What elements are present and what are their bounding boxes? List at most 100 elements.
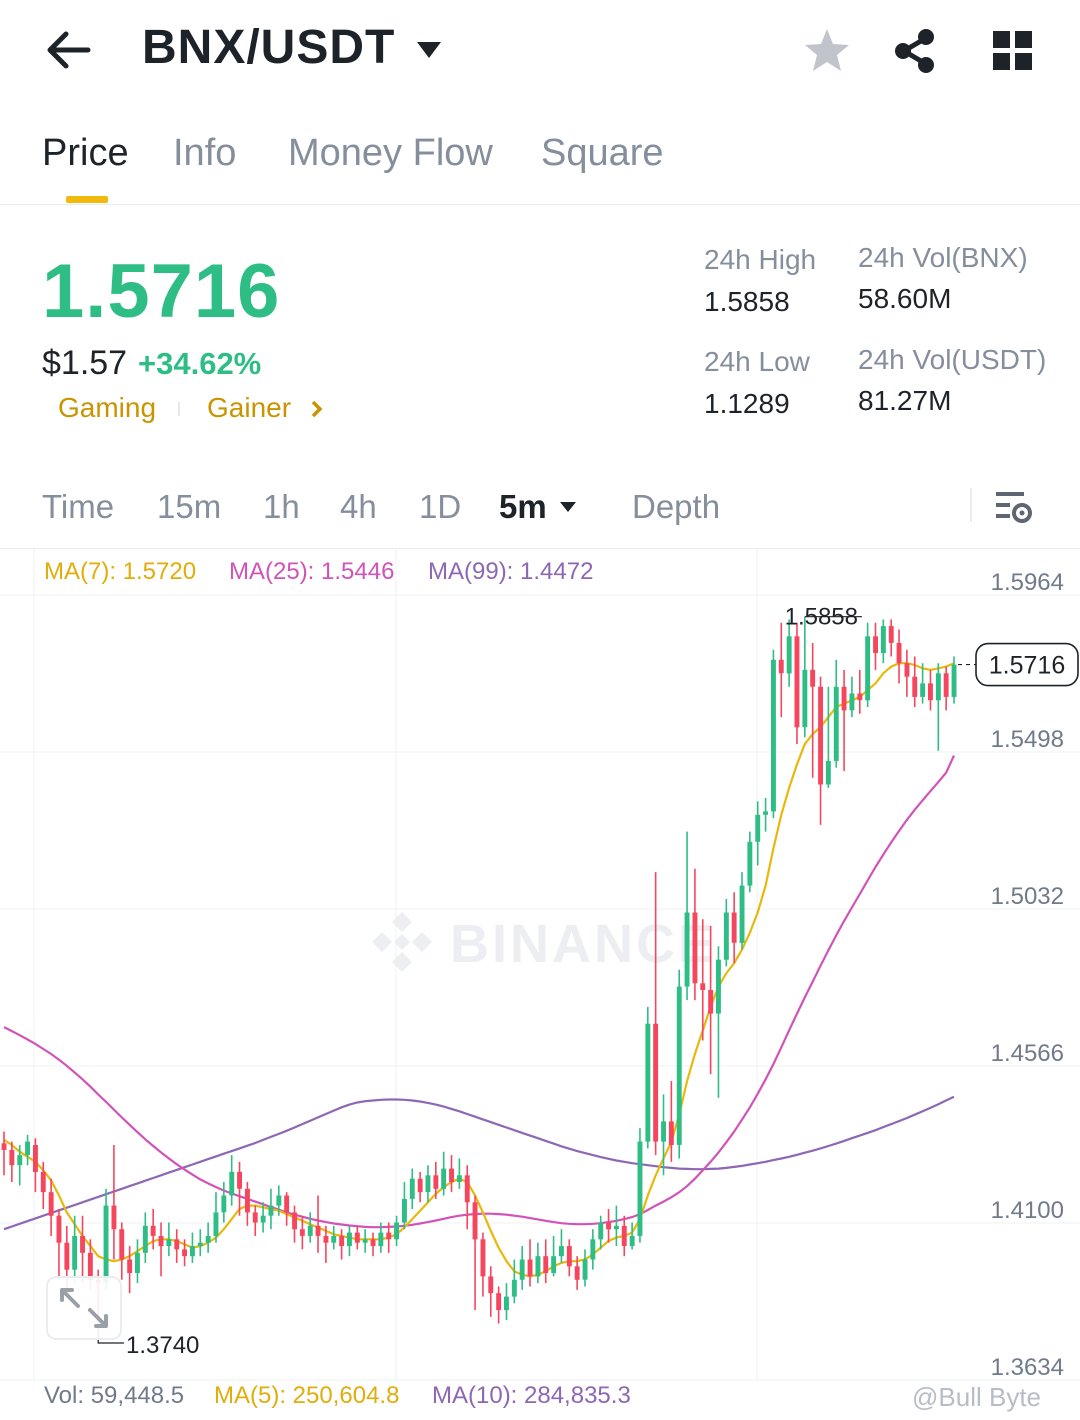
top-bar: BNX/USDT xyxy=(0,0,1080,100)
candlestick-chart[interactable]: BINANCE 1.59641.54981.50321.45661.41001.… xyxy=(0,549,1080,1420)
chart-settings-button[interactable] xyxy=(992,486,1034,528)
candle-up xyxy=(535,1256,541,1277)
candle-down xyxy=(315,1225,321,1236)
candle-up xyxy=(582,1259,588,1280)
usd-price: $1.57 xyxy=(42,344,128,382)
volume-ma5-legend: MA(5): 250,604.8 xyxy=(214,1382,400,1409)
tab-info[interactable]: Info xyxy=(173,132,237,174)
candle-down xyxy=(794,636,800,728)
candle-up xyxy=(825,760,831,785)
candle-up xyxy=(865,636,871,701)
tab-price[interactable]: Price xyxy=(42,132,129,174)
candles xyxy=(1,616,957,1331)
binance-logo-icon xyxy=(372,912,432,972)
candle-up xyxy=(684,912,690,987)
candle-up xyxy=(72,1236,78,1270)
interval-1d[interactable]: 1D xyxy=(419,488,462,525)
candle-down xyxy=(87,1252,93,1280)
candle-down xyxy=(480,1239,486,1277)
candle-up xyxy=(229,1171,235,1196)
y-axis-tick-label: 1.5032 xyxy=(991,883,1064,910)
expand-icon xyxy=(60,1288,108,1328)
candle-down xyxy=(708,990,714,1014)
candle-down xyxy=(48,1192,54,1216)
candle-up xyxy=(590,1239,596,1260)
interval-15m[interactable]: 15m xyxy=(157,488,222,525)
share-button[interactable] xyxy=(888,24,942,78)
candle-down xyxy=(621,1225,627,1246)
candle-up xyxy=(103,1205,109,1284)
y-axis-tick-label: 1.5498 xyxy=(991,726,1064,753)
candle-down xyxy=(370,1239,376,1246)
candle-down xyxy=(111,1205,117,1230)
candle-up xyxy=(331,1236,337,1243)
back-button[interactable] xyxy=(40,22,104,78)
price-markers: 1.5858 1.3740 1.5716 xyxy=(97,604,1079,1359)
favorite-button[interactable] xyxy=(800,24,854,78)
candle-up xyxy=(786,636,792,674)
candle-up xyxy=(402,1198,407,1223)
candle-up xyxy=(598,1222,604,1240)
more-menu-button[interactable] xyxy=(986,24,1040,78)
candle-up xyxy=(716,959,721,1014)
tag-separator xyxy=(178,402,180,416)
y-axis-tick-label: 1.4566 xyxy=(991,1040,1064,1067)
chevron-right-icon[interactable] xyxy=(308,398,326,420)
candle-up xyxy=(205,1236,211,1243)
last-price: 1.5716 xyxy=(42,249,281,334)
candle-up xyxy=(197,1242,203,1247)
candle-down xyxy=(80,1236,85,1253)
tab-depth[interactable]: Depth xyxy=(632,488,721,525)
interval-1h[interactable]: 1h xyxy=(263,488,300,525)
candle-up xyxy=(276,1195,282,1206)
candle-up xyxy=(880,626,886,654)
candle-up xyxy=(645,1023,651,1142)
candle-up xyxy=(747,841,753,886)
stat-24h-high-value: 1.5858 xyxy=(704,286,790,317)
interval-dropdown-caret-icon[interactable] xyxy=(558,500,578,514)
low-marker-label: 1.3740 xyxy=(126,1332,199,1359)
interval-time[interactable]: Time xyxy=(42,488,115,525)
candle-up xyxy=(511,1279,517,1297)
trading-pair-title[interactable]: BNX/USDT xyxy=(142,21,396,74)
candle-down xyxy=(158,1236,164,1247)
candle-down xyxy=(928,683,933,701)
tab-square[interactable]: Square xyxy=(541,132,664,174)
candle-down xyxy=(1,1143,7,1150)
candle-down xyxy=(841,686,847,711)
candle-up xyxy=(802,669,808,728)
pair-dropdown-caret-icon[interactable] xyxy=(414,38,444,62)
tag-gainer[interactable]: Gainer xyxy=(207,392,292,423)
tab-money-flow[interactable]: Money Flow xyxy=(288,132,493,174)
interval-4h[interactable]: 4h xyxy=(340,488,377,525)
stat-24h-vol-base-value: 58.60M xyxy=(858,283,952,314)
candle-down xyxy=(252,1212,258,1223)
candle-up xyxy=(142,1225,148,1253)
candle-down xyxy=(857,693,863,701)
candle-up xyxy=(739,885,745,943)
candle-down xyxy=(245,1188,250,1213)
back-arrow-icon xyxy=(47,31,91,69)
stat-24h-low-label: 24h Low xyxy=(704,346,810,377)
candle-up xyxy=(135,1252,140,1273)
candle-up xyxy=(378,1232,384,1247)
candle-down xyxy=(284,1195,290,1213)
candle-up xyxy=(763,811,768,815)
candle-down xyxy=(299,1229,305,1236)
candle-up xyxy=(519,1259,525,1280)
active-tab-indicator xyxy=(66,196,108,203)
divider xyxy=(0,548,1080,549)
candle-down xyxy=(9,1150,15,1166)
fullscreen-button[interactable] xyxy=(46,1276,122,1340)
star-icon xyxy=(805,29,849,71)
candle-down xyxy=(150,1225,156,1236)
candle-down xyxy=(653,1023,659,1142)
candle-down xyxy=(237,1171,242,1189)
candle-down xyxy=(574,1266,580,1280)
tag-gaming[interactable]: Gaming xyxy=(58,392,157,423)
candle-up xyxy=(17,1155,23,1166)
interval-5m[interactable]: 5m xyxy=(499,488,547,525)
candle-down xyxy=(488,1276,494,1294)
ma99-legend: MA(99): 1.4472 xyxy=(428,558,594,585)
candle-down xyxy=(606,1222,611,1230)
